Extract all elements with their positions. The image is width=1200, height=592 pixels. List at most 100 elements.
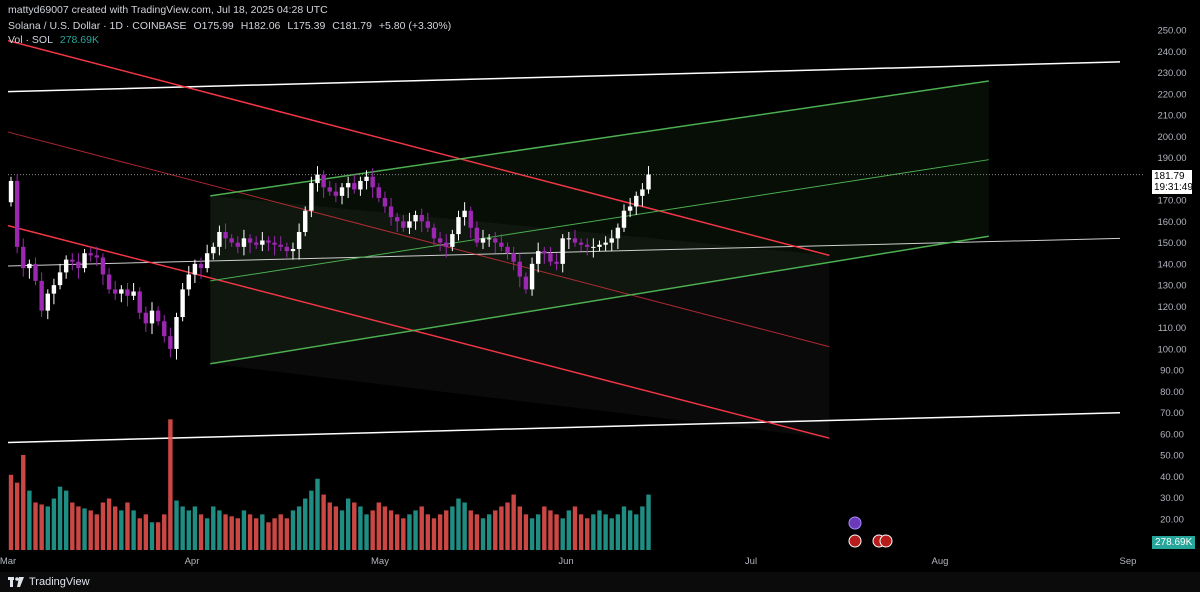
candle-body xyxy=(603,242,608,245)
time-axis-label: Jul xyxy=(745,556,757,567)
volume-bar xyxy=(303,498,308,550)
price-axis-label: 170.00 xyxy=(1157,196,1186,207)
volume-bar xyxy=(646,494,651,550)
candle-body xyxy=(407,221,412,228)
volume-bar xyxy=(511,494,516,550)
volume-bar xyxy=(88,510,93,550)
green-channel-bottom xyxy=(210,235,989,365)
volume-bar xyxy=(33,502,38,550)
candle-body xyxy=(45,293,50,311)
candle-body xyxy=(254,242,259,245)
candle-body xyxy=(241,238,247,247)
volume-bar xyxy=(45,506,50,550)
volume-bar xyxy=(394,514,400,550)
candle-body xyxy=(352,183,357,190)
candle-body xyxy=(578,242,584,245)
volume-bar xyxy=(499,506,504,550)
candle-body xyxy=(511,253,516,262)
candle-body xyxy=(456,217,461,235)
candle-body xyxy=(309,183,314,211)
volume-bar xyxy=(174,500,179,550)
candle-body xyxy=(149,310,155,324)
candle-body xyxy=(21,246,26,269)
candle-body xyxy=(70,259,75,262)
volume-bar xyxy=(572,506,578,550)
volume-bar xyxy=(548,510,553,550)
candle-body xyxy=(315,174,320,184)
candle-body xyxy=(542,251,547,254)
volume-bar xyxy=(217,510,222,550)
footer-bar xyxy=(0,572,1200,592)
candle-body xyxy=(554,261,559,264)
candle-body xyxy=(211,246,216,254)
candle-body xyxy=(162,321,167,337)
support-line xyxy=(7,411,1121,444)
volume-bar xyxy=(162,514,167,550)
candle-body xyxy=(535,251,541,264)
candle-body xyxy=(480,238,486,243)
candle-body xyxy=(394,217,400,222)
candle-body xyxy=(125,289,130,296)
volume-bar xyxy=(621,506,627,550)
chart-credit: mattyd69007 created with TradingView.com… xyxy=(8,4,328,16)
volume-bar xyxy=(266,522,271,550)
candle-body xyxy=(217,231,222,247)
candle-body xyxy=(27,263,32,269)
candle-body xyxy=(585,244,590,247)
volume-bar xyxy=(223,514,228,550)
candle-body xyxy=(627,206,633,211)
volume-bar xyxy=(198,514,204,550)
candle-body xyxy=(198,263,204,269)
price-axis-label: 210.00 xyxy=(1157,111,1186,122)
candle-body xyxy=(204,253,210,269)
time-axis-label: Jun xyxy=(558,556,573,567)
volume-label: Vol · SOL xyxy=(8,34,53,46)
candle-body xyxy=(229,238,234,243)
price-axis-label: 230.00 xyxy=(1157,68,1186,79)
volume-bar xyxy=(591,514,596,550)
candle-body xyxy=(278,244,283,247)
volume-bar xyxy=(272,518,277,550)
candle-body xyxy=(358,180,363,190)
volume-legend[interactable]: Vol · SOL 278.69K xyxy=(8,34,103,46)
volume-bar xyxy=(352,502,357,550)
candle-body xyxy=(39,280,44,311)
volume-bar xyxy=(615,514,621,550)
candle-body xyxy=(345,183,351,188)
tradingview-logo-icon xyxy=(8,577,24,587)
candle-body xyxy=(303,210,308,232)
candle-body xyxy=(266,240,271,243)
symbol-ohlc-legend[interactable]: Solana / U.S. Dollar · 1D · COINBASE O17… xyxy=(8,20,455,32)
volume-bar xyxy=(296,506,302,550)
ohlc-high: H182.06 xyxy=(240,20,281,32)
candle-body xyxy=(388,206,394,218)
volume-bar xyxy=(554,514,559,550)
price-axis-label: 60.00 xyxy=(1160,429,1184,440)
volume-bar xyxy=(254,518,259,550)
volume-bar xyxy=(70,502,75,550)
candle-body xyxy=(462,210,467,218)
candle-body xyxy=(113,289,118,294)
price-axis-label: 200.00 xyxy=(1157,132,1186,143)
volume-bar xyxy=(315,478,320,550)
price-axis-label: 220.00 xyxy=(1157,89,1186,100)
volume-value: 278.69K xyxy=(59,34,99,46)
volume-bar xyxy=(76,506,81,550)
price-axis-label: 50.00 xyxy=(1160,451,1184,462)
volume-bar xyxy=(339,510,345,550)
volume-bar xyxy=(345,498,351,550)
volume-bar xyxy=(119,510,124,550)
tradingview-logo[interactable]: TradingView xyxy=(8,576,90,588)
candle-body xyxy=(168,336,173,349)
green-channel-fill xyxy=(210,81,989,364)
candle-body xyxy=(8,180,14,203)
candle-body xyxy=(450,234,455,247)
volume-bar xyxy=(462,502,467,550)
price-axis: 250.00 240.00 230.00 220.00 210.00 200.00 190.… xyxy=(1145,0,1200,572)
price-change: +5.80 (+3.30%) xyxy=(378,20,452,32)
volume-bar xyxy=(388,510,394,550)
price-axis-label: 130.00 xyxy=(1157,281,1186,292)
last-price: 181.79 xyxy=(1154,171,1185,182)
volume-bar xyxy=(143,514,149,550)
